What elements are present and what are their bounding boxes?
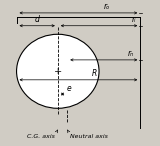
Text: rₒ: rₒ (104, 2, 110, 12)
Text: Neutral axis: Neutral axis (71, 134, 108, 139)
Text: C.G. axis: C.G. axis (27, 134, 55, 139)
Text: rᵢ: rᵢ (132, 15, 136, 24)
Text: d: d (35, 15, 40, 24)
Text: e: e (67, 84, 71, 93)
Circle shape (16, 34, 99, 108)
Text: R: R (92, 69, 97, 78)
Text: rₙ: rₙ (128, 49, 134, 58)
Text: +: + (54, 67, 62, 76)
